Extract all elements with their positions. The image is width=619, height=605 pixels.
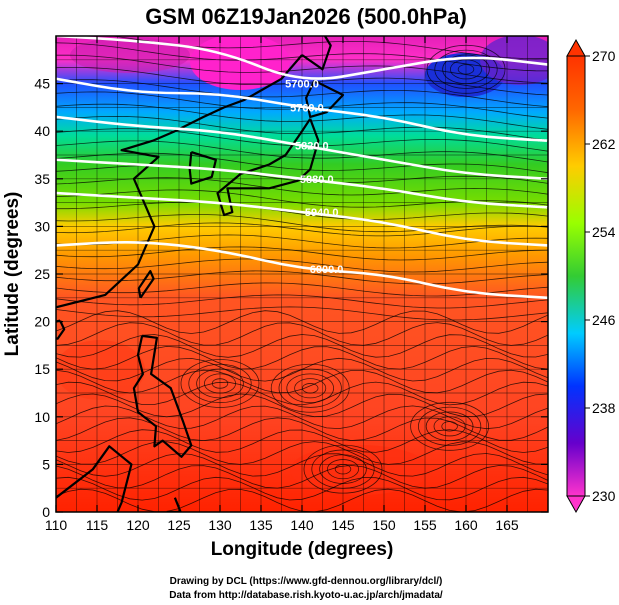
y-tick-labels: 0 5 10 15 20 25 30 35 40 45 — [34, 76, 50, 520]
colorbar: 270 262 254 246 238 230 — [566, 38, 616, 514]
y-tick-label: 25 — [34, 266, 50, 282]
eddy-ring — [417, 406, 482, 446]
colorbar-tick-label: 230 — [592, 488, 616, 504]
colorbar-top-arrow — [566, 38, 586, 57]
y-tick-label: 45 — [34, 76, 50, 92]
y-tick-label: 20 — [34, 314, 50, 330]
x-tick-label: 155 — [413, 517, 437, 533]
eddy-ring — [294, 378, 327, 399]
contour-line-5700 — [56, 36, 548, 80]
contour-line-5940 — [56, 191, 548, 247]
x-tick-label: 125 — [167, 517, 191, 533]
contour-line-5760 — [56, 77, 548, 143]
colorbar-tick-label: 262 — [592, 136, 616, 152]
contour-label-5760: 5760.0 — [290, 102, 324, 114]
y-tick-label: 10 — [34, 409, 50, 425]
y-axis-label: Latitude (degrees) — [2, 192, 23, 357]
y-tick-label: 40 — [34, 123, 50, 139]
eddy-ring — [270, 363, 350, 413]
colorbar-tick-label: 270 — [592, 48, 616, 64]
x-tick-label: 120 — [126, 517, 150, 533]
x-tick-label: 160 — [454, 517, 478, 533]
axis-ticks — [55, 36, 548, 513]
credit-data: Data from http://database.rish.kyoto-u.a… — [169, 590, 443, 601]
warm-patch-west — [56, 340, 145, 400]
x-tick-label: 110 — [45, 517, 68, 533]
contour-line-6000 — [56, 240, 548, 300]
x-tick-label: 130 — [208, 517, 232, 533]
chart-title: GSM 06Z19Jan2026 (500.0hPa) — [145, 4, 467, 29]
coastline — [301, 36, 332, 71]
cold-core-west — [190, 36, 290, 90]
x-axis-label: Longitude (degrees) — [211, 539, 394, 560]
warm-patch-south — [290, 445, 430, 495]
contour-line-5880 — [56, 158, 548, 209]
x-tick-labels: 110 115 120 125 130 135 140 145 150 155 160 165 — [45, 517, 519, 533]
eddy-ring — [410, 401, 490, 451]
x-tick-label: 135 — [249, 517, 273, 533]
contour-label-5940: 5940.0 — [305, 207, 339, 219]
x-tick-label: 150 — [372, 517, 396, 533]
colorbar-bottom-arrow — [566, 495, 586, 514]
x-tick-label: 115 — [86, 517, 109, 533]
grid-lines — [56, 36, 548, 512]
colorbar-ticks: 270 262 254 246 238 230 — [585, 48, 616, 504]
colorbar-tick-label: 246 — [592, 312, 616, 328]
coastline — [137, 270, 155, 299]
plot-area: 5700.0 5760.0 5820.0 5880.0 5940.0 6000.0 — [56, 36, 548, 512]
y-tick-label: 0 — [42, 504, 50, 520]
coastline — [216, 118, 320, 217]
contour-label-6000: 6000.0 — [310, 264, 344, 276]
coastline — [56, 54, 303, 309]
x-tick-label: 140 — [290, 517, 314, 533]
contour-line-5820 — [56, 115, 548, 181]
y-tick-label: 5 — [42, 456, 50, 472]
coastline — [305, 79, 345, 118]
y-tick-label: 30 — [34, 218, 50, 234]
y-tick-label: 35 — [34, 171, 50, 187]
colorbar-tick-label: 254 — [592, 224, 616, 240]
contour-label-5820: 5820.0 — [295, 140, 329, 152]
credit-drawing: Drawing by DCL (https://www.gfd-dennou.o… — [170, 576, 443, 587]
y-tick-label: 15 — [34, 361, 50, 377]
x-tick-label: 145 — [331, 517, 355, 533]
x-tick-label: 165 — [495, 517, 519, 533]
eddy-ring — [441, 421, 458, 432]
colorbar-tick-label: 238 — [592, 400, 616, 416]
height-contours: 5700.0 5760.0 5820.0 5880.0 5940.0 6000.0 — [56, 36, 548, 300]
coastlines — [56, 36, 345, 512]
eddy-ring — [286, 373, 335, 404]
contour-label-5880: 5880.0 — [300, 174, 334, 186]
contour-label-5700: 5700.0 — [285, 79, 319, 91]
colorbar-ramp — [566, 55, 586, 497]
coastline — [56, 319, 66, 340]
coastline — [166, 497, 182, 512]
coastline — [56, 445, 133, 512]
